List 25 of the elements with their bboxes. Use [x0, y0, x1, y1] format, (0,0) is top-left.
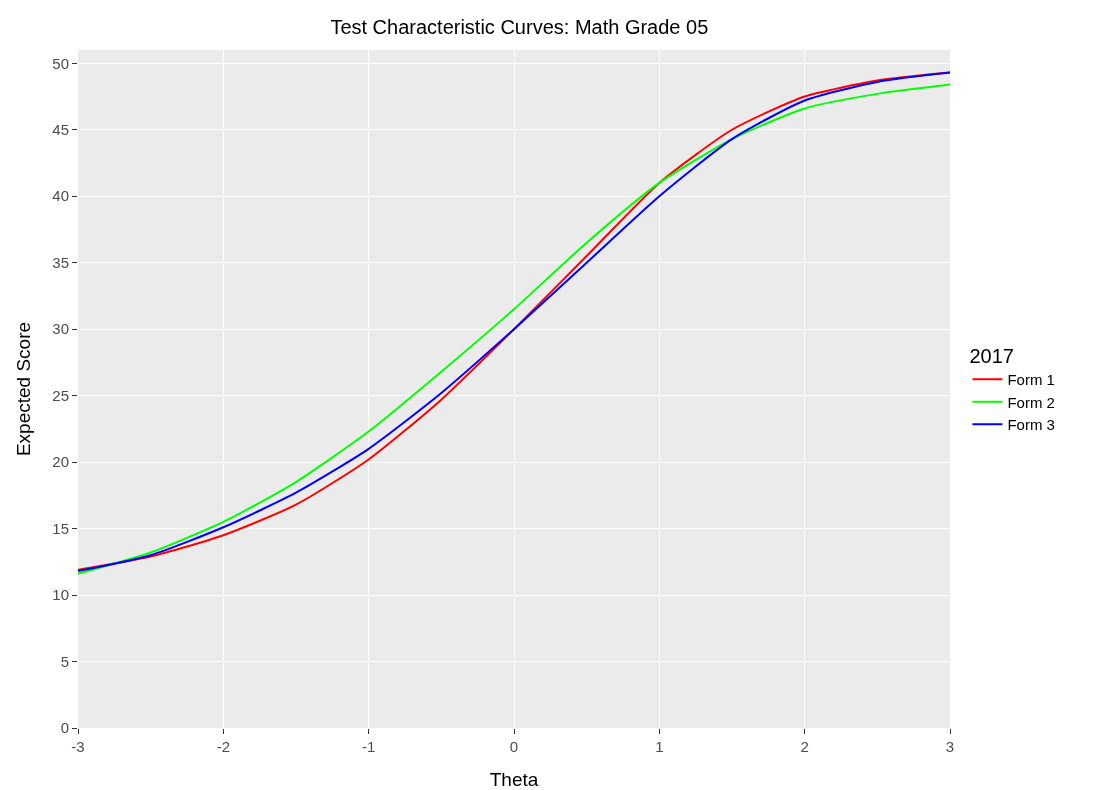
legend-title: 2017 — [969, 345, 1014, 367]
y-tick-label: 35 — [52, 253, 69, 271]
chart-title: Test Characteristic Curves: Math Grade 05 — [330, 15, 709, 38]
y-tick-label: 25 — [52, 386, 69, 404]
legend-label: Form 3 — [1007, 416, 1055, 434]
x-tick-label: 2 — [800, 738, 809, 755]
y-tick-label: 5 — [60, 652, 69, 670]
legend-label: Form 2 — [1007, 393, 1055, 411]
y-tick-label: 50 — [52, 54, 69, 72]
x-tick-label: 0 — [509, 738, 519, 755]
y-tick-label: 45 — [52, 121, 69, 139]
y-tick-label: 0 — [60, 719, 69, 737]
x-axis-title: Theta — [489, 769, 539, 790]
y-tick-label: 30 — [52, 320, 69, 338]
x-tick-label: -2 — [216, 738, 230, 755]
y-tick-label: 10 — [52, 586, 69, 604]
y-axis-title: Expected Score — [13, 321, 34, 457]
x-tick-label: 1 — [655, 738, 664, 755]
x-tick-label: 3 — [945, 738, 955, 755]
x-tick-label: -1 — [362, 738, 376, 755]
y-tick-label: 40 — [52, 187, 69, 205]
y-tick-label: 20 — [52, 453, 69, 471]
legend-label: Form 1 — [1007, 371, 1055, 389]
x-tick-label: -3 — [71, 738, 85, 755]
y-tick-label: 15 — [52, 519, 69, 537]
